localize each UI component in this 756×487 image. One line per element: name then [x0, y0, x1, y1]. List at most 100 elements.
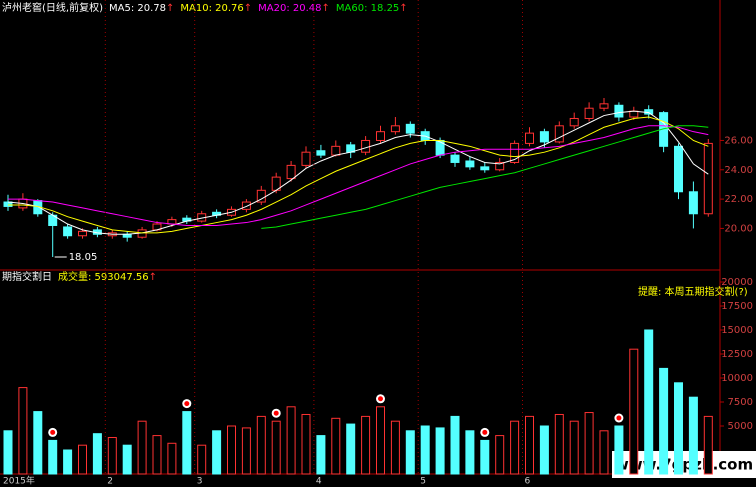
volume-bar	[33, 411, 43, 475]
volume-bar	[569, 420, 579, 475]
volume-bar	[435, 427, 445, 475]
delivery-marker-dot	[273, 410, 279, 416]
volume-bar	[614, 425, 624, 475]
price-legend: 泸州老窖(日线,前复权) MA5: 20.78↑ MA10: 20.76↑ MA20:…	[2, 1, 408, 14]
volume-bar	[107, 437, 117, 475]
volume-bar	[361, 415, 371, 475]
candle-body	[390, 125, 400, 133]
y-tick-label: 7500	[728, 397, 753, 408]
candle-body	[688, 191, 698, 215]
volume-bar	[227, 425, 236, 475]
volume-bar	[331, 417, 341, 475]
volume-bar	[599, 430, 609, 475]
chart-title: 泸州老窖(日线,前复权)	[2, 1, 103, 14]
candle-body	[674, 145, 683, 193]
volume-bar	[376, 406, 385, 475]
legend-entry: MA20: 20.48	[258, 3, 321, 14]
volume-bar	[510, 420, 520, 475]
volume-bar	[301, 413, 311, 475]
candle-body	[241, 201, 251, 210]
candle-body	[599, 103, 609, 109]
volume-trend: ↑	[149, 272, 157, 283]
candle-body	[376, 131, 385, 141]
volume-bar	[584, 412, 594, 475]
volume-bar	[525, 415, 534, 475]
volume-bar	[137, 420, 147, 475]
volume-bar	[703, 415, 713, 475]
volume-bar	[78, 444, 87, 475]
candle-body	[331, 145, 341, 156]
candle-body	[435, 139, 445, 156]
volume-bar	[18, 387, 28, 475]
y-tick-label: 24.00	[724, 165, 753, 176]
volume-bar	[674, 382, 683, 475]
volume-bar	[122, 444, 132, 475]
y-tick-label: 10000	[721, 373, 753, 384]
candle-body	[63, 226, 73, 237]
delivery-marker-dot	[184, 401, 190, 407]
volume-bar	[688, 396, 698, 475]
volume-bar	[152, 435, 162, 475]
y-tick-label: 15000	[721, 325, 753, 336]
volume-bar	[629, 348, 639, 475]
ma-line	[7, 110, 709, 235]
y-tick-label: 26.00	[724, 135, 753, 146]
volume-bar	[212, 430, 222, 475]
volume-bar	[644, 329, 654, 475]
candle-body	[614, 104, 624, 118]
volume-legend: 期指交割日 成交量: 593047.56↑	[2, 270, 157, 283]
y-tick-label: 17500	[721, 301, 753, 312]
x-tick-label: 6	[525, 477, 531, 487]
ma-line	[8, 116, 709, 234]
candle-body	[525, 132, 534, 144]
legend-entry: MA5: 20.78	[109, 3, 166, 14]
indicator-title: 期指交割日	[2, 270, 52, 283]
candle-body	[78, 230, 87, 237]
candle-body	[450, 154, 460, 163]
candle-body	[569, 117, 579, 127]
legend-entry: MA60: 18.25	[336, 3, 399, 14]
volume-bar	[63, 449, 73, 475]
candle-body	[495, 161, 505, 171]
delivery-marker-dot	[616, 415, 622, 421]
volume-bar	[316, 435, 326, 475]
volume-bar	[465, 430, 475, 475]
volume-bar	[495, 435, 505, 475]
volume-bar	[450, 415, 460, 475]
volume-bar	[420, 425, 430, 475]
x-tick-label: 5	[420, 477, 426, 487]
volume-bar	[346, 423, 356, 475]
candle-body	[361, 139, 371, 153]
volume-bar	[286, 406, 296, 475]
volume-bar	[480, 439, 490, 475]
delivery-marker-dot	[482, 429, 488, 435]
volume-bar	[405, 430, 415, 475]
volume-bar	[390, 420, 400, 475]
delivery-marker-dot	[50, 429, 56, 435]
y-tick-label: 5000	[728, 421, 753, 432]
volume-bar	[48, 439, 58, 475]
legend-entry: MA10: 20.76	[180, 3, 243, 14]
x-tick-label: 3	[197, 477, 203, 487]
volume-bar	[197, 444, 207, 475]
volume-bar	[659, 367, 669, 475]
volume-label: 成交量: 593047.56	[58, 270, 149, 283]
y-tick-label: 22.00	[724, 194, 753, 205]
x-tick-label: 2	[107, 477, 113, 487]
candle-body	[554, 125, 564, 143]
x-tick-label: 2015年	[3, 475, 35, 487]
volume-bar	[92, 433, 102, 475]
candle-body	[510, 142, 520, 163]
candle-body	[316, 150, 326, 156]
legend-trend: ↑	[322, 3, 330, 14]
volume-bar	[241, 427, 251, 475]
legend-trend: ↑	[399, 3, 407, 14]
volume-bar	[271, 420, 281, 475]
volume-bar	[182, 411, 192, 475]
legend-trend: ↑	[244, 3, 252, 14]
delivery-marker-dot	[378, 396, 383, 402]
volume-bar	[554, 413, 564, 475]
legend-trend: ↑	[166, 3, 174, 14]
candle-body	[539, 131, 549, 143]
